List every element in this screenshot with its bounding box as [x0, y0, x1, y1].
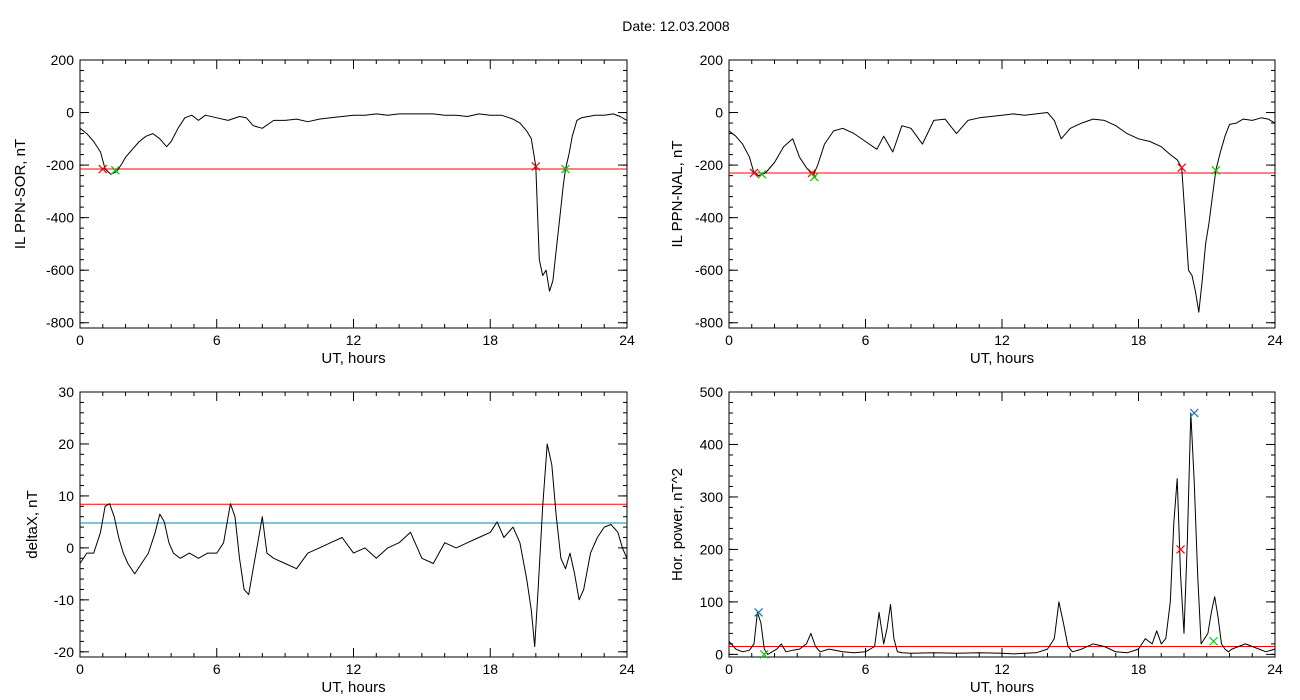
x-tick-label: 18	[1131, 661, 1147, 677]
x-marker	[757, 169, 767, 179]
x-tick-label: 0	[76, 332, 84, 348]
x-marker	[1189, 408, 1199, 418]
x-marker	[98, 164, 108, 174]
x-tick-label: 0	[725, 332, 733, 348]
x-tick-label: 24	[1267, 661, 1283, 677]
x-tick-label: 12	[994, 661, 1010, 677]
x-tick-label: 0	[76, 661, 84, 677]
y-axis-label: IL PPN-NAL, nT	[669, 141, 686, 248]
y-tick-label: 200	[51, 52, 75, 68]
x-marker	[531, 161, 541, 171]
panel-hor-power: 0 6 12 18 24 500 400 300 200 100 0 UT, hours Hor. po…	[669, 384, 1283, 696]
y-tick-label: -800	[46, 315, 74, 331]
x-tick-label: 24	[1267, 332, 1283, 348]
page-title: Date: 12.03.2008	[622, 18, 730, 34]
y-tick-label: 300	[700, 489, 724, 505]
x-tick-label: 18	[482, 661, 498, 677]
x-marker	[561, 164, 570, 174]
x-marker	[807, 168, 817, 178]
series-line	[79, 443, 628, 648]
y-tick-label: -600	[46, 262, 74, 278]
x-marker	[754, 607, 763, 617]
x-tick-label: 6	[862, 661, 870, 677]
x-tick-label: 6	[213, 661, 221, 677]
x-marker	[749, 168, 759, 178]
x-tick-label: 12	[994, 332, 1010, 348]
x-tick-label: 24	[619, 661, 635, 677]
y-tick-label: 500	[700, 384, 724, 400]
y-tick-label: 0	[66, 540, 74, 556]
x-axis-label: UT, hours	[970, 679, 1034, 696]
y-tick-label: 100	[700, 594, 724, 610]
x-tick-label: 18	[1131, 332, 1147, 348]
plot-frame	[79, 59, 628, 329]
series-line	[728, 412, 1276, 655]
y-axis-label: Hor. power, nT^2	[669, 468, 686, 581]
plot-frame	[728, 59, 1276, 329]
y-tick-label: 0	[66, 105, 74, 121]
x-axis-label: UT, hours	[970, 350, 1034, 367]
y-tick-label: 0	[715, 105, 723, 121]
x-marker	[809, 172, 819, 182]
x-marker	[1176, 545, 1186, 554]
plot-frame	[728, 391, 1276, 658]
x-marker	[759, 649, 769, 659]
x-marker	[110, 165, 120, 175]
y-tick-label: 200	[700, 52, 724, 68]
series-line	[728, 112, 1276, 313]
panel-deltax: 0 6 12 18 24 30 20 10 0 -10 -20 UT, hours deltaX, nT	[24, 384, 635, 696]
plot-frame	[79, 391, 628, 658]
x-marker	[1209, 636, 1218, 646]
y-tick-label: -400	[46, 210, 74, 226]
x-tick-label: 0	[725, 661, 733, 677]
y-axis-label: IL PPN-SOR, nT	[12, 139, 29, 249]
y-tick-label: -10	[54, 592, 74, 608]
x-tick-label: 6	[862, 332, 870, 348]
x-marker	[1211, 165, 1221, 175]
series-line	[79, 113, 628, 292]
x-tick-label: 24	[619, 332, 635, 348]
y-tick-label: 10	[58, 488, 74, 504]
y-axis-label: deltaX, nT	[24, 490, 41, 558]
x-tick-label: 12	[346, 332, 362, 348]
y-tick-label: -20	[54, 644, 74, 660]
x-tick-label: 12	[346, 661, 362, 677]
x-axis-label: UT, hours	[321, 679, 385, 696]
x-tick-label: 6	[213, 332, 221, 348]
y-tick-label: 30	[58, 384, 74, 400]
y-tick-label: -200	[695, 157, 723, 173]
y-tick-label: -800	[695, 315, 723, 331]
y-tick-label: 400	[700, 436, 724, 452]
panel-sor: 0 6 12 18 24 200 0 -200 -400 -600 -800 UT, hours IL …	[12, 52, 635, 367]
panel-nal: 0 6 12 18 24 200 0 -200 -400 -600 -800 UT, hours IL …	[669, 52, 1283, 367]
y-tick-label: 20	[58, 436, 74, 452]
y-tick-label: 200	[700, 541, 724, 557]
y-tick-label: 0	[715, 646, 723, 662]
x-tick-label: 18	[482, 332, 498, 348]
y-tick-label: -600	[695, 262, 723, 278]
x-marker	[1177, 163, 1187, 173]
x-axis-label: UT, hours	[321, 350, 385, 367]
y-tick-label: -200	[46, 157, 74, 173]
y-tick-label: -400	[695, 210, 723, 226]
